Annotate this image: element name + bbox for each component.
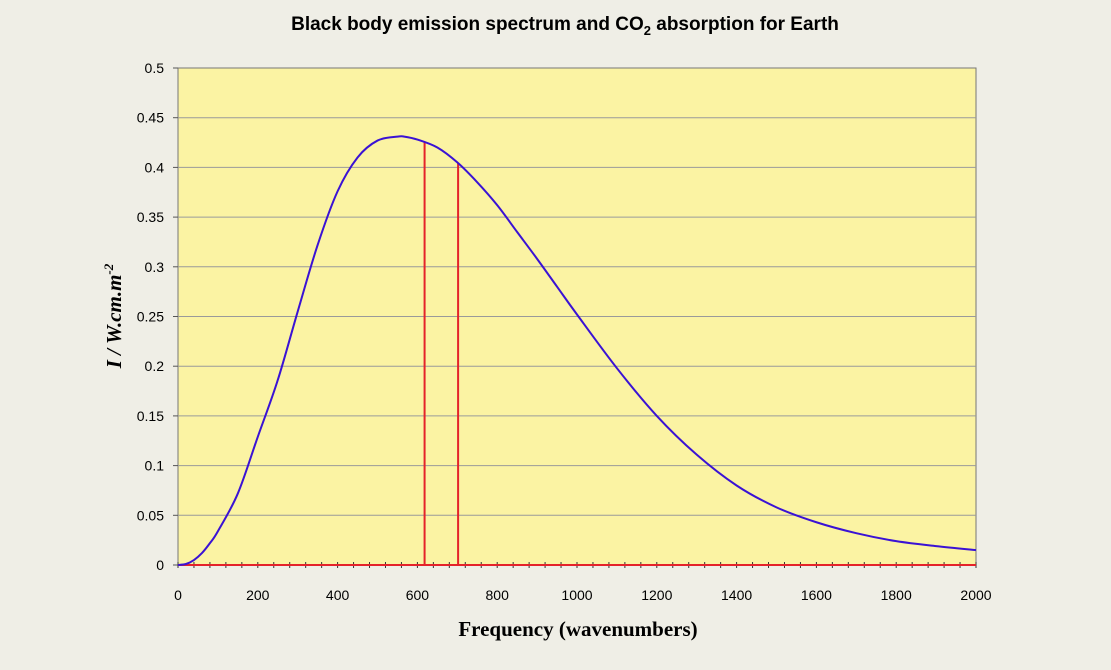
y-tick-label: 0.4: [145, 159, 165, 175]
x-tick-label: 1000: [561, 587, 592, 603]
y-tick-label: 0.15: [137, 408, 164, 424]
y-tick-label: 0.45: [137, 110, 164, 126]
y-tick-label: 0.1: [145, 458, 165, 474]
x-tick-label: 2000: [960, 587, 991, 603]
x-tick-label: 1200: [641, 587, 672, 603]
y-tick-label: 0.35: [137, 209, 164, 225]
y-axis-ticks: 0 0.05 0.1 0.15 0.2 0.25 0.3 0.35 0.4 0.45 0.5: [137, 60, 178, 573]
x-tick-label: 1600: [801, 587, 832, 603]
y-tick-label: 0.05: [137, 507, 164, 523]
x-tick-label: 0: [174, 587, 182, 603]
x-tick-label: 200: [246, 587, 270, 603]
gridlines: [178, 117, 976, 516]
co2-absorption-band: [178, 142, 976, 566]
x-tick-label: 400: [326, 587, 350, 603]
x-tick-label: 1800: [881, 587, 912, 603]
y-tick-label: 0: [156, 557, 164, 573]
x-tick-label: 800: [486, 587, 510, 603]
y-tick-label: 0.3: [145, 259, 165, 275]
x-tick-label: 1400: [721, 587, 752, 603]
blackbody-curve: [177, 135, 977, 566]
y-tick-label: 0.25: [137, 309, 164, 325]
x-axis-ticks: 0 200 400 600 800 1000 1200 1400 1600 1800 2000: [174, 562, 992, 603]
y-tick-label: 0.2: [145, 358, 165, 374]
x-axis-title: Frequency (wavenumbers): [458, 617, 697, 641]
y-axis-title: I / W.cm.m-2: [101, 263, 126, 369]
chart-title: Black body emission spectrum and CO2 abs…: [291, 14, 839, 38]
y-tick-label: 0.5: [145, 60, 165, 76]
x-tick-label: 600: [406, 587, 430, 603]
